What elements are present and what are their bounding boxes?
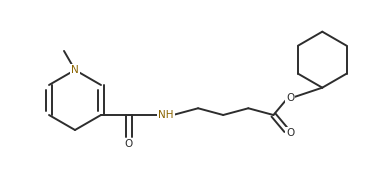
Text: O: O xyxy=(286,128,294,138)
Text: NH: NH xyxy=(158,110,174,120)
Text: N: N xyxy=(71,65,79,75)
Text: O: O xyxy=(286,93,294,103)
Text: O: O xyxy=(125,139,133,149)
